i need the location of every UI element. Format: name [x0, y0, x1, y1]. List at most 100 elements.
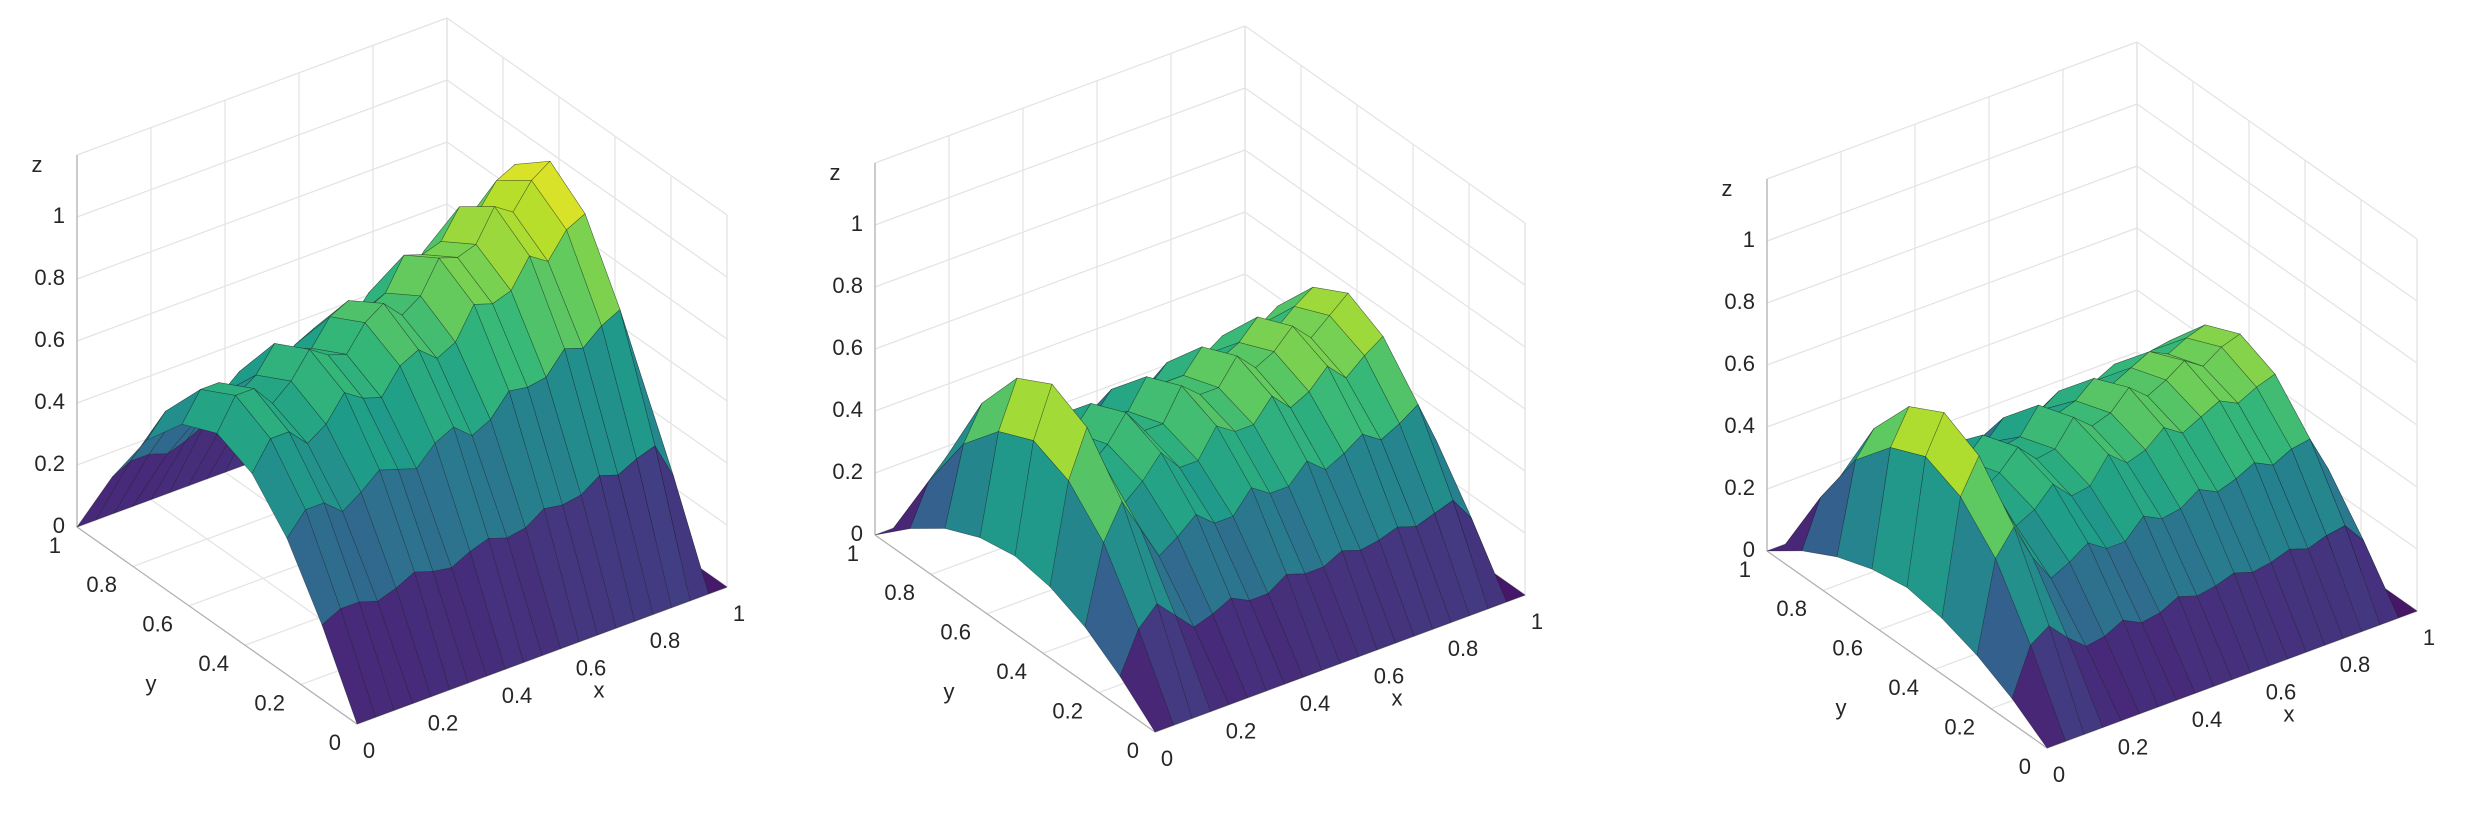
surface-cell: [525, 508, 580, 650]
grid-line: [874, 211, 1246, 350]
x-tick-label: 0.6: [1374, 664, 1405, 689]
x-tick-label: 0.6: [2266, 680, 2297, 705]
surface-plot: 00.20.40.60.8100.20.40.60.8100.20.40.60.…: [1722, 41, 2435, 787]
z-tick-label: 1: [1743, 227, 1755, 252]
y-tick-label: 0.4: [1888, 675, 1919, 700]
grid-line: [874, 87, 1246, 226]
surface-cell: [111, 411, 166, 478]
surface-cell: [2235, 462, 2290, 563]
y-tick-label: 0.6: [940, 620, 971, 645]
surface-cell: [2147, 379, 2202, 434]
surface-cell: [2237, 386, 2292, 466]
surface-cell: [874, 481, 929, 536]
x-tick-label: 0.8: [2340, 652, 2371, 677]
surface-cell: [2185, 324, 2241, 348]
grid-line: [2136, 103, 2418, 302]
surface-cell: [2074, 378, 2130, 414]
surface-cell: [2130, 351, 2186, 381]
z-tick-label: 0.6: [832, 335, 863, 360]
surface-cell: [531, 160, 586, 231]
surface-cell: [2165, 360, 2220, 418]
surface-cell: [582, 325, 637, 476]
surface-cell: [512, 179, 567, 263]
y-tick-label: 0.6: [1832, 636, 1863, 661]
surface-cell: [508, 386, 563, 510]
x-tick-label: 0.8: [1448, 636, 1479, 661]
x-tick-label: 0.8: [650, 628, 681, 653]
y-tick-label: 0: [329, 730, 341, 755]
y-tick-label: 0.4: [198, 651, 229, 676]
surface-cell: [527, 376, 582, 506]
y-tick-label: 0.8: [1776, 596, 1807, 621]
surface-cell: [2344, 524, 2399, 626]
x-tick-label: 0.6: [576, 656, 607, 681]
surface-cell: [654, 445, 709, 602]
grid-line: [76, 203, 448, 342]
box-edge: [2136, 41, 2418, 240]
z-tick-label: 1: [851, 211, 863, 236]
surface-cell: [1119, 628, 1174, 733]
y-tick-label: 1: [847, 541, 859, 566]
z-tick-label: 1: [53, 203, 65, 228]
grid-line: [2136, 165, 2418, 364]
surface-cell: [545, 348, 600, 496]
surface-cell: [909, 443, 965, 529]
grid-line: [1766, 351, 2138, 490]
z-tick-label: 0.8: [1724, 289, 1755, 314]
x-tick-label: 0.2: [1226, 718, 1257, 743]
grid-line: [874, 149, 1246, 288]
grid-line: [1244, 87, 1526, 286]
surface-cell: [2167, 337, 2223, 367]
surface-cell: [2252, 561, 2307, 660]
z-axis-label: z: [830, 160, 841, 185]
surface-cell: [566, 213, 621, 327]
surface-cell: [2036, 448, 2091, 497]
surface-cell: [506, 527, 561, 656]
x-axis-label: x: [594, 678, 605, 703]
y-tick-label: 0.6: [142, 612, 173, 637]
surface-cell: [2161, 508, 2216, 597]
surface-cell: [2122, 619, 2177, 708]
surface-cell: [510, 255, 565, 378]
surface-cell: [2215, 572, 2270, 674]
y-tick-label: 0: [2019, 754, 2031, 779]
surface-cell: [2069, 542, 2124, 637]
grid-line: [446, 79, 728, 278]
z-tick-label: 0: [53, 513, 65, 538]
surface-cell: [2110, 387, 2165, 451]
box-edge: [446, 17, 728, 216]
surface-cell: [2141, 612, 2196, 701]
y-tick-label: 0.8: [86, 572, 117, 597]
surface-cell: [2124, 515, 2179, 614]
surface-cell: [2289, 548, 2344, 646]
z-tick-label: 0.6: [34, 327, 65, 352]
surface-cell: [2272, 448, 2327, 550]
surface-cell: [2221, 333, 2276, 388]
z-axis-label: z: [1722, 176, 1733, 201]
grid-line: [1244, 149, 1526, 348]
grid-line: [1766, 103, 2138, 242]
surface-cell: [2217, 478, 2272, 573]
surface-cell: [2048, 625, 2103, 735]
surface-cell: [543, 504, 598, 643]
surface-cell: [2071, 485, 2126, 549]
x-tick-label: 0.4: [1300, 691, 1331, 716]
surface-plot: 00.20.40.60.8100.20.40.60.8100.20.40.60.…: [32, 17, 745, 763]
x-tick-label: 1: [2423, 625, 2435, 650]
z-tick-label: 0.2: [34, 451, 65, 476]
y-tick-label: 1: [1739, 557, 1751, 582]
surface-cell: [2085, 636, 2140, 721]
surface-cell: [944, 431, 999, 538]
box-edge: [1244, 25, 1526, 224]
surface-cell: [2178, 595, 2233, 687]
surface-cell: [76, 460, 131, 528]
y-tick-label: 0.2: [1944, 714, 1975, 739]
surface-cell: [962, 377, 1018, 445]
surface-cell: [2054, 416, 2109, 487]
surface-cell: [2089, 453, 2144, 543]
surface-cell: [2202, 346, 2257, 404]
box-edge: [76, 17, 448, 156]
z-tick-label: 0.2: [832, 459, 863, 484]
